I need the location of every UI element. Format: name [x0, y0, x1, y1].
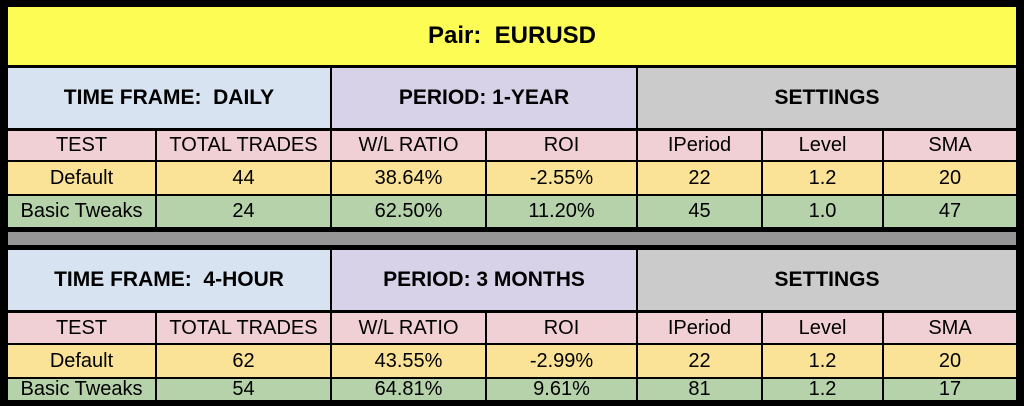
- column-header-iperiod: IPeriod: [638, 313, 761, 343]
- cell-sma: 17: [884, 379, 1016, 400]
- cell-iperiod: 45: [638, 196, 761, 227]
- section-daily-header: TIME FRAME: DAILY PERIOD: 1-YEAR SETTING…: [8, 68, 1016, 128]
- cell-total-trades: 24: [157, 196, 330, 227]
- cell-wl-ratio: 64.81%: [332, 379, 485, 400]
- time-frame-header-4hour: TIME FRAME: 4-HOUR: [8, 250, 330, 310]
- cell-roi: -2.99%: [487, 345, 636, 377]
- cell-roi: 9.61%: [487, 379, 636, 400]
- column-header-roi: ROI: [487, 131, 636, 160]
- cell-test-name: Default: [8, 345, 155, 377]
- cell-wl-ratio: 62.50%: [332, 196, 485, 227]
- settings-header-4hour: SETTINGS: [638, 250, 1016, 310]
- pair-title-label: Pair: EURUSD: [427, 22, 597, 49]
- cell-level: 1.2: [763, 162, 882, 194]
- cell-sma: 20: [884, 162, 1016, 194]
- cell-test-name: Basic Tweaks: [8, 196, 155, 227]
- cell-roi: -2.55%: [487, 162, 636, 194]
- cell-total-trades: 44: [157, 162, 330, 194]
- settings-header-daily: SETTINGS: [638, 68, 1016, 128]
- cell-wl-ratio: 43.55%: [332, 345, 485, 377]
- column-header-total-trades: TOTAL TRADES: [157, 313, 330, 343]
- cell-sma: 47: [884, 196, 1016, 227]
- cell-sma: 20: [884, 345, 1016, 377]
- column-header-total-trades: TOTAL TRADES: [157, 131, 330, 160]
- period-header-daily: PERIOD: 1-YEAR: [332, 68, 636, 128]
- column-header-test: TEST: [8, 313, 155, 343]
- cell-total-trades: 54: [157, 379, 330, 400]
- cell-test-name: Basic Tweaks: [8, 379, 155, 400]
- results-table-4hour: TEST TOTAL TRADES W/L RATIO ROI IPeriod …: [8, 313, 1016, 400]
- cell-wl-ratio: 38.64%: [332, 162, 485, 194]
- cell-level: 1.0: [763, 196, 882, 227]
- column-header-roi: ROI: [487, 313, 636, 343]
- cell-test-name: Default: [8, 162, 155, 194]
- cell-iperiod: 22: [638, 345, 761, 377]
- cell-total-trades: 62: [157, 345, 330, 377]
- results-table-daily: TEST TOTAL TRADES W/L RATIO ROI IPeriod …: [8, 131, 1016, 227]
- column-header-test: TEST: [8, 131, 155, 160]
- column-header-level: Level: [763, 131, 882, 160]
- column-header-sma: SMA: [884, 131, 1016, 160]
- cell-roi: 11.20%: [487, 196, 636, 227]
- period-header-4hour: PERIOD: 3 MONTHS: [332, 250, 636, 310]
- cell-level: 1.2: [763, 379, 882, 400]
- column-header-level: Level: [763, 313, 882, 343]
- column-header-sma: SMA: [884, 313, 1016, 343]
- pair-title: Pair: EURUSD: [8, 7, 1016, 65]
- column-header-wl-ratio: W/L RATIO: [332, 131, 485, 160]
- column-header-iperiod: IPeriod: [638, 131, 761, 160]
- section-4hour-header: TIME FRAME: 4-HOUR PERIOD: 3 MONTHS SETT…: [8, 250, 1016, 310]
- time-frame-header-daily: TIME FRAME: DAILY: [8, 68, 330, 128]
- section-divider: [8, 232, 1016, 245]
- cell-iperiod: 81: [638, 379, 761, 400]
- cell-level: 1.2: [763, 345, 882, 377]
- column-header-wl-ratio: W/L RATIO: [332, 313, 485, 343]
- cell-iperiod: 22: [638, 162, 761, 194]
